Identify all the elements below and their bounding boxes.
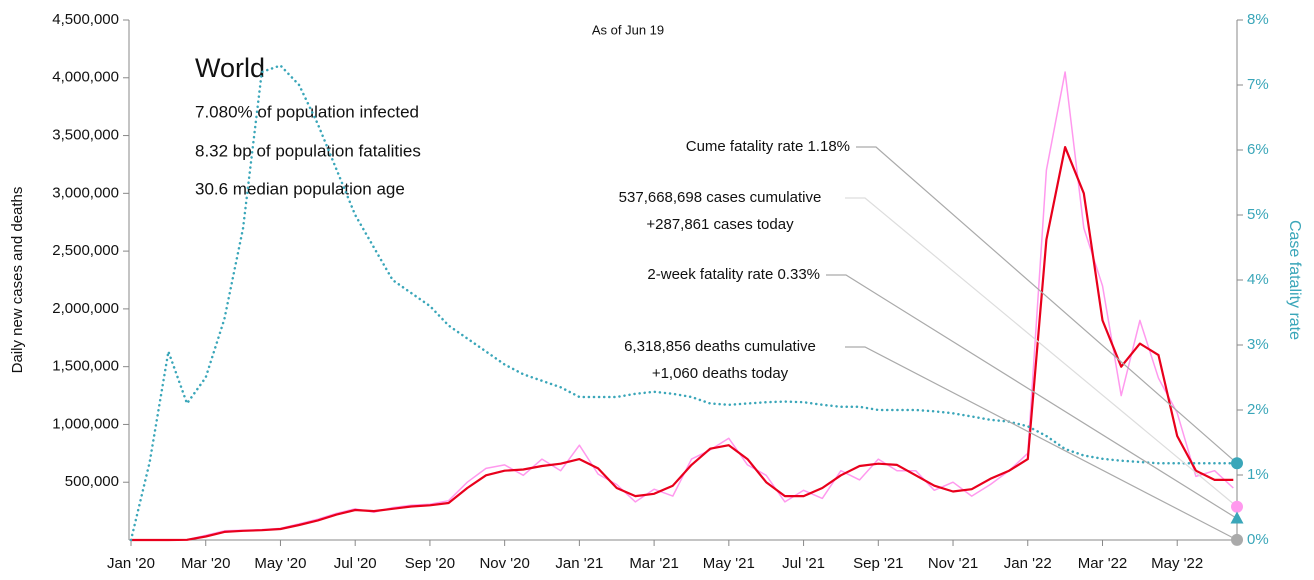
- y2-tick-label: 0%: [1247, 531, 1269, 548]
- y-tick-label: 1,000,000: [52, 415, 119, 432]
- info-line: 8.32 bp of population fatalities: [195, 141, 421, 160]
- x-tick-label: Nov '20: [479, 555, 529, 572]
- end-marker: [1231, 500, 1243, 513]
- x-tick-label: Jan '21: [555, 555, 603, 572]
- y2-axis-label: Case fatality rate: [1286, 220, 1303, 340]
- x-tick-label: May '20: [254, 555, 306, 572]
- y2-tick-label: 8%: [1247, 11, 1269, 28]
- end-marker: [1231, 533, 1243, 546]
- y2-tick-label: 3%: [1247, 336, 1269, 353]
- y-tick-label: 4,000,000: [52, 69, 119, 86]
- annotation: 2-week fatality rate 0.33%: [647, 266, 820, 283]
- connector: [845, 346, 1238, 541]
- y2-tick-label: 4%: [1247, 271, 1269, 288]
- y2-tick-label: 6%: [1247, 141, 1269, 158]
- x-tick-label: Jan '20: [107, 555, 155, 572]
- x-tick-label: May '22: [1151, 555, 1203, 572]
- info-title: World: [195, 53, 265, 83]
- x-tick-label: Jul '20: [334, 555, 377, 572]
- y-tick-label: 2,000,000: [52, 300, 119, 317]
- end-marker: [1230, 511, 1244, 524]
- series-line: [129, 64, 1235, 542]
- connector: [856, 146, 1238, 464]
- connector: [845, 197, 1238, 508]
- y-tick-label: 500,000: [65, 473, 119, 490]
- connector: [826, 274, 1238, 520]
- x-tick-label: Nov '21: [928, 555, 978, 572]
- y-tick-label: 4,500,000: [52, 11, 119, 28]
- x-tick-label: Jul '21: [782, 555, 825, 572]
- annotation: +1,060 deaths today: [652, 365, 789, 382]
- y-tick-label: 3,000,000: [52, 184, 119, 201]
- info-line: 30.6 median population age: [195, 179, 405, 198]
- y-tick-label: 1,500,000: [52, 358, 119, 375]
- subtitle: As of Jun 19: [592, 22, 664, 37]
- y2-tick-label: 5%: [1247, 206, 1269, 223]
- x-tick-label: Mar '20: [181, 555, 231, 572]
- x-tick-label: Jan '22: [1004, 555, 1052, 572]
- annotation: +287,861 cases today: [646, 216, 794, 233]
- annotation: Cume fatality rate 1.18%: [686, 138, 850, 155]
- x-tick-label: Sep '20: [405, 555, 455, 572]
- y-tick-label: 2,500,000: [52, 242, 119, 259]
- x-tick-label: Sep '21: [853, 555, 903, 572]
- y2-tick-label: 7%: [1247, 76, 1269, 93]
- series-line: [131, 146, 1234, 542]
- y2-tick-label: 1%: [1247, 466, 1269, 483]
- y-tick-label: 3,500,000: [52, 127, 119, 144]
- x-tick-label: Mar '22: [1078, 555, 1128, 572]
- info-line: 7.080% of population infected: [195, 102, 419, 121]
- annotation: 6,318,856 deaths cumulative: [624, 338, 816, 355]
- x-tick-label: May '21: [703, 555, 755, 572]
- y2-tick-label: 2%: [1247, 401, 1269, 418]
- annotation: 537,668,698 cases cumulative: [619, 189, 822, 206]
- series-line: [131, 71, 1234, 541]
- y-axis-label: Daily new cases and deaths: [9, 187, 26, 374]
- end-marker: [1231, 457, 1243, 470]
- x-tick-label: Mar '21: [629, 555, 679, 572]
